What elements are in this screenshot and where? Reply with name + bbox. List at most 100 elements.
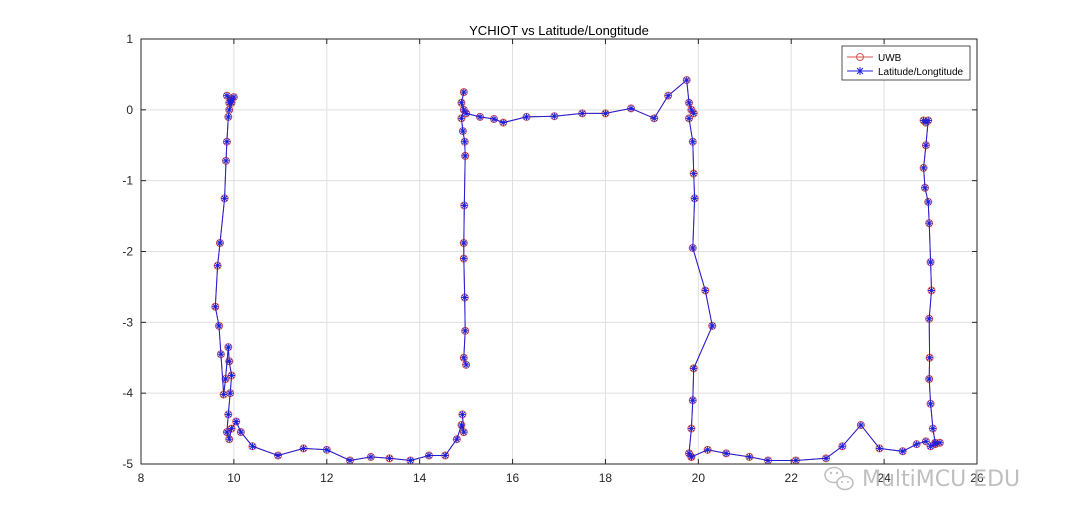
data-point xyxy=(689,138,697,146)
data-point xyxy=(215,322,223,330)
data-point xyxy=(913,440,921,448)
data-point xyxy=(460,106,468,114)
data-point xyxy=(226,389,234,397)
y-tick-label: -3 xyxy=(122,315,133,329)
data-point xyxy=(550,112,558,120)
x-tick-label: 14 xyxy=(413,471,427,485)
data-point xyxy=(323,446,331,454)
data-point xyxy=(461,294,469,302)
data-point xyxy=(924,116,932,124)
data-point xyxy=(237,428,245,436)
data-point xyxy=(461,138,469,146)
y-tick-label: -4 xyxy=(122,386,133,400)
data-point xyxy=(223,428,231,436)
x-tick-label: 24 xyxy=(877,471,891,485)
wechat-icon xyxy=(824,466,854,491)
data-point xyxy=(690,364,698,372)
data-point xyxy=(461,152,469,160)
legend: UWB Latitude/Longtitude xyxy=(841,45,971,81)
data-point xyxy=(685,449,693,457)
data-point xyxy=(683,76,691,84)
data-point xyxy=(689,244,697,252)
data-point xyxy=(921,184,929,192)
data-point xyxy=(248,442,256,450)
x-tick-label: 22 xyxy=(785,471,799,485)
y-tick-label: -5 xyxy=(122,457,133,471)
watermark: MultiMCU EDU xyxy=(824,466,1020,492)
data-point xyxy=(689,396,697,404)
data-point xyxy=(687,106,695,114)
data-point xyxy=(457,421,465,429)
data-point xyxy=(578,109,586,117)
data-point xyxy=(490,115,498,123)
data-point xyxy=(931,439,939,447)
y-tick-label: 1 xyxy=(126,32,133,46)
x-tick-label: 16 xyxy=(506,471,520,485)
series-latitude-longtitude xyxy=(211,76,944,464)
legend-latlon-label: Latitude/Longtitude xyxy=(878,67,964,78)
data-point xyxy=(522,113,530,121)
data-point xyxy=(687,453,695,461)
data-point xyxy=(925,375,933,383)
data-point xyxy=(690,109,698,117)
data-point xyxy=(459,127,467,135)
data-point xyxy=(708,322,716,330)
data-point xyxy=(230,93,238,101)
data-point xyxy=(460,201,468,209)
data-point xyxy=(232,418,240,425)
data-point xyxy=(222,157,230,165)
data-point xyxy=(441,452,449,459)
data-point xyxy=(926,354,934,362)
legend-latlon-marker xyxy=(856,67,864,75)
data-point xyxy=(228,371,236,379)
data-point xyxy=(924,198,932,206)
data-point xyxy=(224,113,232,121)
data-point xyxy=(300,444,308,452)
data-point xyxy=(927,286,935,294)
data-point xyxy=(687,425,695,433)
data-point xyxy=(476,113,484,121)
data-point xyxy=(214,262,222,270)
data-point xyxy=(406,456,414,464)
chart-title: YCHIOT vs Latitude/Longtitude xyxy=(469,23,649,38)
x-tick-label: 26 xyxy=(970,471,984,485)
legend-item-uwb: UWB xyxy=(847,53,902,64)
data-point xyxy=(228,425,236,433)
data-point xyxy=(460,88,468,96)
data-point xyxy=(792,456,800,464)
legend-uwb-marker xyxy=(856,53,864,61)
series-line xyxy=(688,118,713,458)
x-tick-label: 20 xyxy=(692,471,706,485)
data-point xyxy=(685,99,693,107)
x-tick-label: 10 xyxy=(227,471,241,485)
data-point xyxy=(685,114,693,122)
data-point xyxy=(927,400,935,408)
data-point xyxy=(221,194,229,202)
data-point xyxy=(927,258,935,266)
data-point xyxy=(457,99,465,107)
data-point xyxy=(367,453,375,461)
data-point xyxy=(920,164,928,172)
data-point xyxy=(460,428,468,436)
y-tick-label: 0 xyxy=(126,103,133,117)
x-tick-label: 12 xyxy=(320,471,334,485)
data-point xyxy=(460,354,468,362)
legend-item-latlon: Latitude/Longtitude xyxy=(847,67,964,78)
legend-uwb-label: UWB xyxy=(878,53,902,64)
data-point xyxy=(875,444,883,452)
data-point xyxy=(499,119,507,127)
y-tick-label: -1 xyxy=(122,174,133,188)
data-point xyxy=(899,447,907,455)
data-point xyxy=(225,357,233,365)
data-point xyxy=(838,442,846,450)
data-point xyxy=(220,391,228,399)
data-point xyxy=(458,410,466,418)
data-point xyxy=(228,99,236,107)
data-point xyxy=(461,327,469,335)
data-point xyxy=(701,286,709,294)
data-point xyxy=(925,315,933,323)
legend-box xyxy=(841,45,971,81)
data-point xyxy=(857,421,865,429)
